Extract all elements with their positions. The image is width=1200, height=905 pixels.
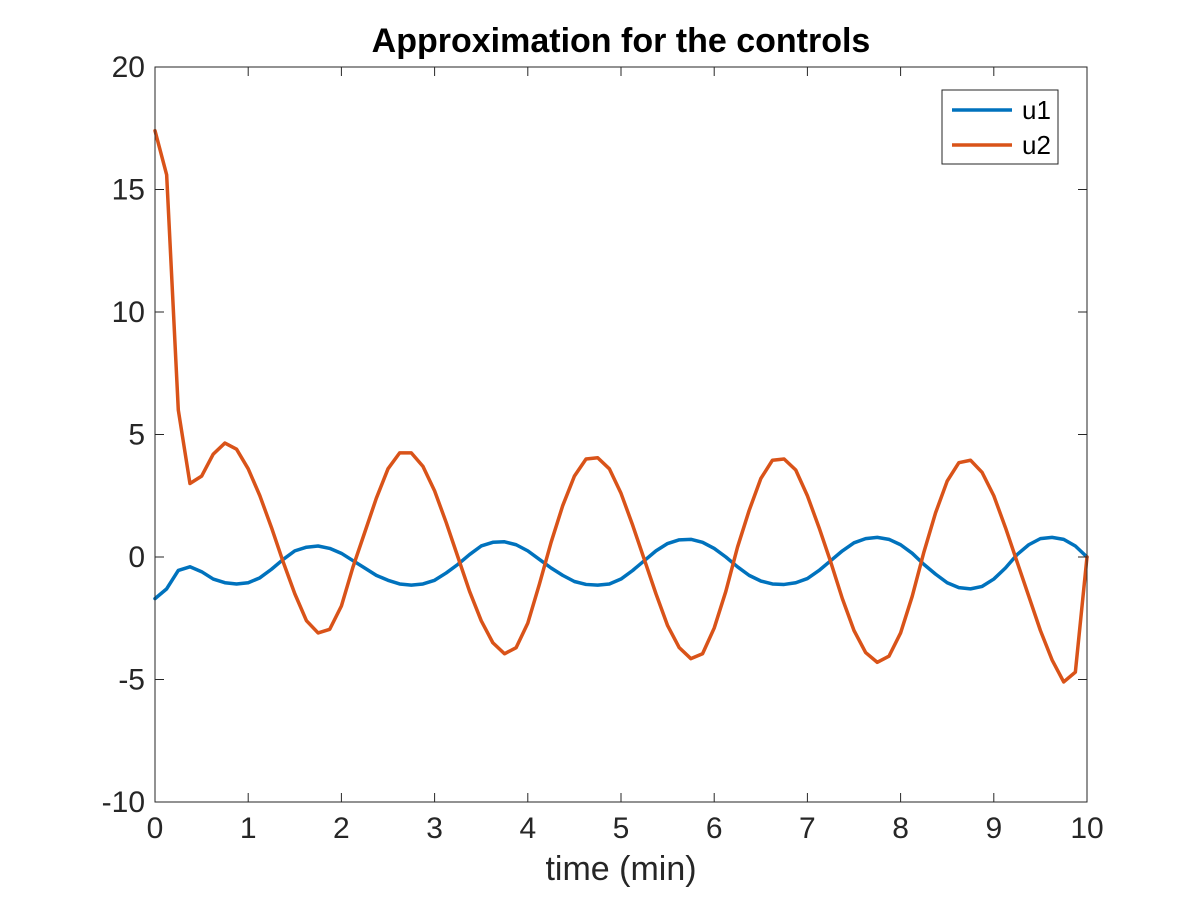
x-tick-label: 3	[426, 812, 443, 845]
x-tick-label: 9	[985, 812, 1002, 845]
x-tick-label: 0	[147, 812, 164, 845]
legend-box	[941, 89, 1059, 165]
x-tick-label: 2	[333, 812, 350, 845]
series-line-u1	[153, 535, 1089, 601]
x-tick-label: 1	[240, 812, 257, 845]
y-tick-label: 5	[128, 419, 145, 452]
legend-label-u1: u1	[1022, 95, 1051, 125]
series-line-u2	[153, 128, 1089, 684]
series-layer	[153, 128, 1089, 684]
chart-title: Approximation for the controls	[372, 22, 871, 60]
x-tick-label: 4	[519, 812, 536, 845]
x-axis-label: time (min)	[545, 850, 696, 888]
y-tick-label: -10	[102, 786, 145, 819]
axes-layer: 0 1 2 3 4 5 6 7 8 9 10 20 15 10 5 0 -5 -10	[102, 51, 1104, 845]
x-tick-label: 5	[613, 812, 630, 845]
y-tick-label: 10	[112, 296, 145, 329]
x-tick-label: 8	[892, 812, 909, 845]
x-tick-label: 7	[799, 812, 816, 845]
legend: u1 u2	[941, 89, 1059, 165]
y-tick-label: 15	[112, 174, 145, 207]
y-tick-label: 0	[128, 541, 145, 574]
y-tick-label: 20	[112, 51, 145, 84]
plot-area	[155, 67, 1087, 802]
y-tick-label: -5	[118, 664, 145, 697]
x-tick-label: 6	[706, 812, 723, 845]
x-tick-label: 10	[1070, 812, 1103, 845]
legend-label-u2: u2	[1022, 130, 1051, 160]
